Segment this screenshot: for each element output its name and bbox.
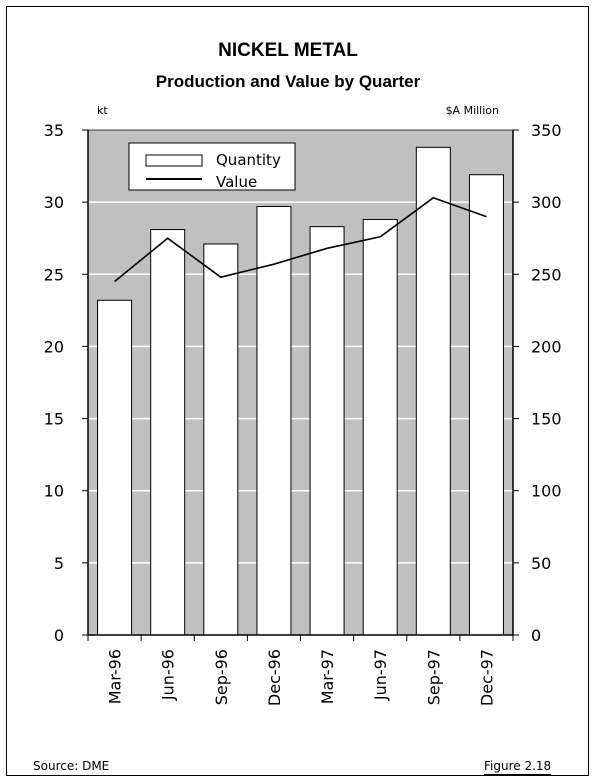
bar-sep-96 xyxy=(203,243,239,636)
left-tick-label: 30 xyxy=(44,193,64,212)
chart-subtitle: Production and Value by Quarter xyxy=(156,72,421,91)
category-label: Dec-97 xyxy=(477,649,496,706)
category-labels: Mar-96 Jun-96 Sep-96 Dec-96 Mar-97 Jun-97 Sep-… xyxy=(106,649,497,706)
value-line-group xyxy=(114,196,487,283)
left-tick-label: 35 xyxy=(44,121,64,140)
left-tick-label: 25 xyxy=(44,265,64,284)
legend: Quantity Value xyxy=(128,142,296,191)
bar-sep-97 xyxy=(415,146,451,636)
left-axis-unit: kt xyxy=(97,104,108,117)
right-tick-label: 350 xyxy=(531,121,562,140)
bar-mar-96 xyxy=(97,299,133,636)
bars xyxy=(97,146,504,636)
bar-dec-97 xyxy=(468,174,504,636)
right-tick-label: 50 xyxy=(531,554,551,573)
chart-title: NICKEL METAL xyxy=(218,40,358,61)
value-line xyxy=(114,196,487,283)
legend-quantity-swatch xyxy=(145,154,203,167)
right-tick-label: 300 xyxy=(531,193,562,212)
bar-jun-97 xyxy=(362,218,398,636)
category-label: Dec-96 xyxy=(265,649,284,706)
left-tick-label: 20 xyxy=(44,337,64,356)
right-tick-labels: 0 50 100 150 200 250 300 350 xyxy=(531,121,562,645)
category-label: Mar-97 xyxy=(318,649,337,704)
left-tick-label: 15 xyxy=(44,410,64,429)
right-tick-label: 150 xyxy=(531,410,562,429)
figure-number: Figure 2.18 xyxy=(484,759,552,775)
category-label: Mar-96 xyxy=(106,649,125,704)
category-label: Sep-97 xyxy=(424,649,443,705)
right-tick-label: 100 xyxy=(531,482,562,501)
right-tick-label: 200 xyxy=(531,337,562,356)
bar-jun-96 xyxy=(150,229,186,636)
source-note: Source: DME xyxy=(33,759,110,773)
category-label: Jun-97 xyxy=(371,649,390,701)
right-axis-unit: $A Million xyxy=(446,104,499,117)
bar-mar-97 xyxy=(309,226,345,636)
bar-dec-96 xyxy=(256,205,292,636)
legend-quantity-label: Quantity xyxy=(216,151,281,169)
left-tick-label: 0 xyxy=(54,626,64,645)
right-tick-label: 250 xyxy=(531,265,562,284)
left-tick-label: 5 xyxy=(54,554,64,573)
category-label: Sep-96 xyxy=(212,649,231,705)
axes xyxy=(82,129,519,641)
category-label: Jun-96 xyxy=(159,649,178,701)
left-tick-labels: 0 5 10 15 20 25 30 35 xyxy=(44,121,64,645)
right-tick-label: 0 xyxy=(531,626,541,645)
left-tick-label: 10 xyxy=(44,482,64,501)
legend-value-label: Value xyxy=(216,173,257,191)
